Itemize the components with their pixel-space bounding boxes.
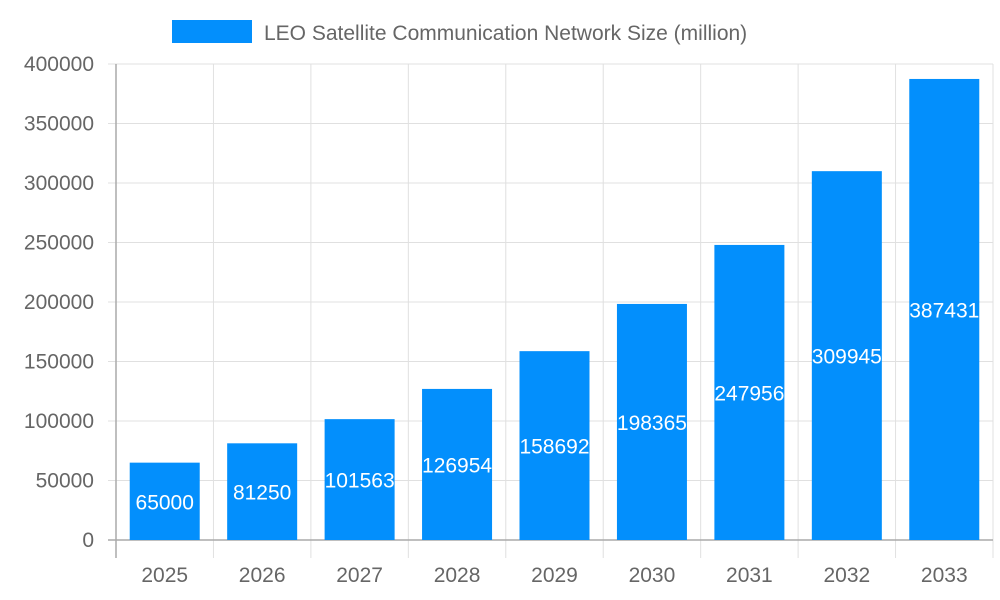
data-label: 81250 bbox=[233, 482, 291, 505]
data-label: 65000 bbox=[136, 491, 194, 514]
x-tick-label: 2027 bbox=[336, 564, 383, 587]
x-tick-label: 2033 bbox=[921, 564, 968, 587]
x-tick-label: 2026 bbox=[239, 564, 286, 587]
y-tick-label: 300000 bbox=[24, 172, 94, 195]
legend-swatch bbox=[172, 20, 252, 43]
x-tick-label: 2032 bbox=[823, 564, 870, 587]
x-tick-label: 2029 bbox=[531, 564, 578, 587]
x-tick-label: 2028 bbox=[434, 564, 481, 587]
y-tick-label: 400000 bbox=[24, 53, 94, 76]
bar bbox=[129, 462, 200, 540]
data-label: 309945 bbox=[812, 346, 882, 369]
y-tick-label: 200000 bbox=[24, 291, 94, 314]
x-tick-label: 2025 bbox=[141, 564, 188, 587]
data-label: 101563 bbox=[325, 470, 395, 493]
y-tick-label: 0 bbox=[82, 529, 94, 552]
bar bbox=[227, 443, 298, 540]
bar bbox=[616, 303, 687, 540]
bar bbox=[909, 78, 980, 541]
data-label: 247956 bbox=[714, 382, 784, 405]
x-tick-label: 2030 bbox=[629, 564, 676, 587]
x-tick-label: 2031 bbox=[726, 564, 773, 587]
y-tick-label: 350000 bbox=[24, 113, 94, 136]
y-tick-label: 50000 bbox=[36, 470, 94, 493]
bar bbox=[811, 171, 882, 540]
legend-label: LEO Satellite Communication Network Size… bbox=[264, 22, 747, 45]
y-tick-label: 100000 bbox=[24, 410, 94, 433]
bar bbox=[714, 244, 785, 540]
bar bbox=[422, 388, 493, 540]
y-tick-label: 250000 bbox=[24, 232, 94, 255]
bar bbox=[519, 351, 590, 540]
data-label: 158692 bbox=[519, 436, 589, 459]
data-label: 387431 bbox=[909, 299, 979, 322]
bar bbox=[324, 419, 395, 540]
data-label: 198365 bbox=[617, 412, 687, 435]
data-label: 126954 bbox=[422, 454, 492, 477]
y-tick-label: 150000 bbox=[24, 351, 94, 374]
